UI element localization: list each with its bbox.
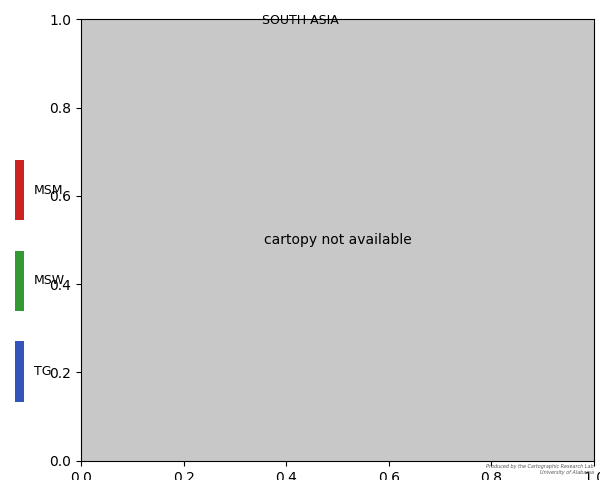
Text: SOUTH ASIA: SOUTH ASIA	[262, 14, 338, 27]
Bar	[14, 341, 24, 402]
Bar	[14, 251, 24, 311]
Bar	[14, 160, 24, 220]
Text: TG: TG	[34, 365, 52, 378]
Text: MSW: MSW	[34, 274, 65, 288]
Text: MSM: MSM	[34, 183, 64, 197]
Text: cartopy not available: cartopy not available	[263, 233, 412, 247]
Text: Produced by the Cartographic Research Lab
University of Alabama: Produced by the Cartographic Research La…	[487, 465, 594, 475]
